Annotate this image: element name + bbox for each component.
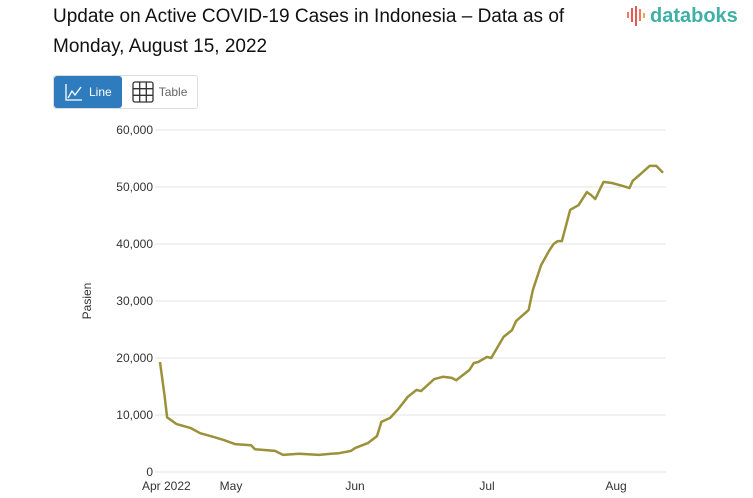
series-line bbox=[158, 164, 664, 457]
x-tick-label: May bbox=[220, 479, 243, 493]
x-tick-label: Apr 2022 bbox=[142, 479, 191, 493]
line-view-button[interactable]: Line bbox=[54, 76, 122, 108]
x-tick-label: Jun bbox=[345, 479, 364, 493]
y-axis-label: Pasien bbox=[80, 283, 94, 320]
x-tick-label: Aug bbox=[605, 479, 626, 493]
y-tick-label: 40,000 bbox=[116, 237, 153, 251]
line-chart-icon bbox=[65, 84, 82, 101]
table-view-label: Table bbox=[158, 85, 188, 99]
databoks-logo[interactable]: databoks bbox=[626, 4, 738, 28]
logo-text: databoks bbox=[650, 4, 738, 27]
x-tick-label: Jul bbox=[479, 479, 494, 493]
y-tick-label: 60,000 bbox=[116, 123, 153, 137]
line-view-label: Line bbox=[89, 85, 112, 99]
y-tick-label: 0 bbox=[146, 465, 153, 479]
table-view-button[interactable]: Table bbox=[122, 76, 198, 108]
y-tick-label: 20,000 bbox=[116, 351, 153, 365]
logo-bars-icon bbox=[627, 6, 645, 26]
y-tick-label: 50,000 bbox=[116, 180, 153, 194]
view-toggle: Line Table bbox=[53, 75, 199, 109]
table-grid-icon bbox=[132, 81, 154, 103]
y-tick-label: 10,000 bbox=[116, 408, 153, 422]
y-tick-label: 30,000 bbox=[116, 294, 153, 308]
chart-title: Update on Active COVID-19 Cases in Indon… bbox=[53, 6, 565, 57]
